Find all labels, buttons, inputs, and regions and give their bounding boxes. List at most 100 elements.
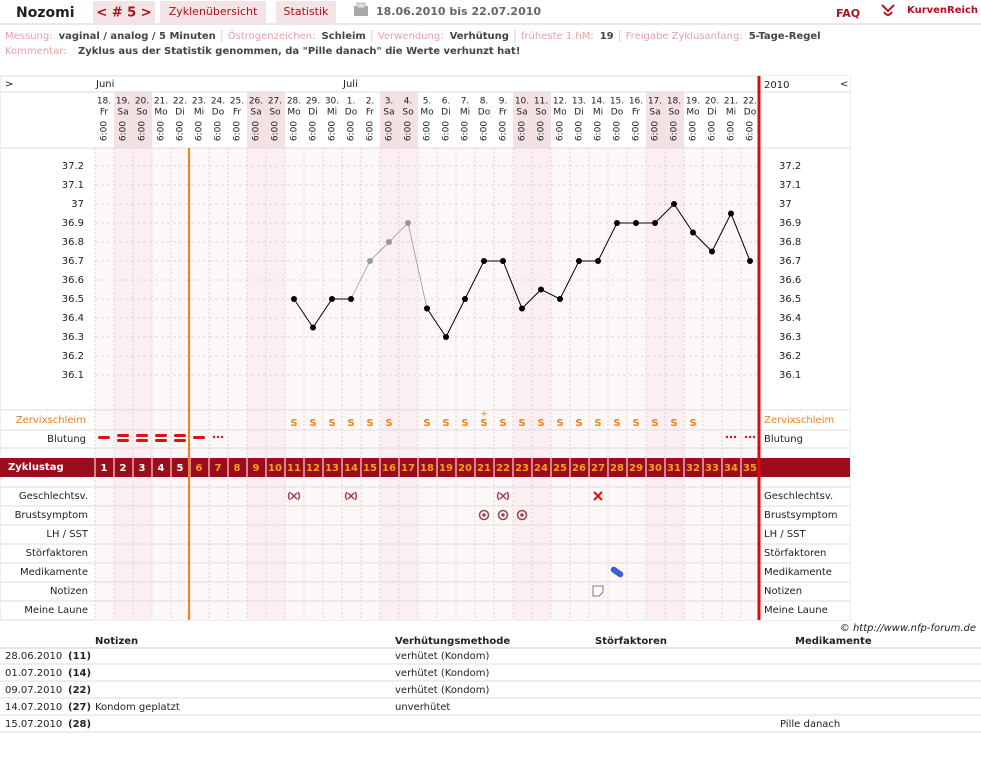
row-label: Meine Laune — [764, 605, 828, 616]
column — [361, 148, 380, 620]
y-tick-label: 36.5 — [62, 294, 84, 305]
table-header: Notizen — [95, 636, 138, 647]
y-tick-label: 37.2 — [62, 161, 84, 172]
cervix-mark: S — [518, 418, 525, 429]
cycle-day: 34 — [724, 463, 738, 474]
time: 6:00 — [404, 121, 414, 141]
weekday: Fr — [366, 108, 375, 118]
cycle-day: 25 — [553, 463, 567, 474]
column — [684, 148, 703, 620]
date: 9. — [499, 97, 508, 107]
time: 6:00 — [119, 121, 129, 141]
column-header — [684, 92, 703, 148]
row-label: Störfaktoren — [764, 548, 826, 559]
y-tick-label: 36.1 — [62, 370, 84, 381]
time: 6:00 — [347, 121, 357, 141]
weekday: Di — [707, 108, 716, 118]
info-value: vaginal / analog / 5 Minuten — [59, 31, 216, 42]
table-cell: 09.07.2010 — [5, 685, 62, 696]
y-tick-label: 37 — [779, 199, 792, 210]
row-label: Zervixschleim — [764, 415, 834, 426]
time: 6:00 — [442, 121, 452, 141]
weekday: Do — [744, 108, 757, 118]
column — [437, 148, 456, 620]
cervix-mark: S — [385, 418, 392, 429]
column — [190, 148, 209, 620]
column — [418, 148, 437, 620]
column-header — [570, 92, 589, 148]
weekday: Mi — [194, 108, 204, 118]
temperature-point — [747, 258, 753, 264]
column-header — [152, 92, 171, 148]
tab[interactable] — [160, 1, 266, 23]
cycle-nav[interactable] — [93, 1, 155, 23]
date: 11. — [534, 97, 548, 107]
column-header — [342, 92, 361, 148]
cervix-mark: S — [575, 418, 582, 429]
temperature-point — [538, 286, 544, 293]
date: 16. — [629, 97, 643, 107]
weekday: Do — [478, 108, 491, 118]
table-header: Medikamente — [795, 636, 872, 647]
column-header — [475, 92, 494, 148]
breast-symptom-marks — [478, 509, 528, 521]
weekday: Fr — [100, 108, 109, 118]
y-tick-label: 36.9 — [779, 218, 801, 229]
y-tick-label: 36.2 — [779, 351, 801, 362]
cycle-day-band — [0, 458, 850, 477]
date: 29. — [306, 97, 320, 107]
tab-label[interactable]: Zyklenübersicht — [169, 5, 258, 18]
weekday: Sa — [516, 108, 527, 118]
table-cell: 14.07.2010 — [5, 702, 62, 713]
print-icon[interactable] — [354, 2, 368, 16]
date: 6. — [442, 97, 451, 107]
tab[interactable] — [276, 1, 336, 23]
y-tick-label: 37 — [71, 199, 84, 210]
cervix-mark: S — [290, 418, 297, 429]
info-label: Östrogenzeichen: — [228, 29, 316, 42]
column — [342, 148, 361, 620]
time: 6:00 — [461, 121, 471, 141]
column-header — [437, 92, 456, 148]
row-label: Zervixschleim — [16, 415, 86, 426]
note-icon[interactable] — [592, 585, 604, 597]
medication-icon[interactable] — [610, 566, 625, 579]
cycle-day: 33 — [705, 463, 719, 474]
logo-text[interactable]: KurvenReich — [907, 5, 978, 16]
table-cell: 28.06.2010 — [5, 651, 62, 662]
weekday: So — [535, 108, 547, 118]
cycle-day: 13 — [325, 463, 339, 474]
cycle-day: 31 — [667, 463, 681, 474]
column — [741, 148, 760, 620]
nav-arrow[interactable]: > — [5, 79, 13, 90]
column — [380, 148, 399, 620]
intercourse-marks — [287, 491, 603, 501]
date: 26. — [249, 97, 263, 107]
date: 27. — [268, 97, 282, 107]
weekday: Di — [308, 108, 317, 118]
info-label: früheste 1.hM: — [521, 31, 594, 42]
tab-label[interactable]: Statistik — [284, 5, 330, 18]
info-value: Verhütung — [450, 31, 509, 42]
row-label: Blutung — [47, 434, 86, 445]
date: 30. — [325, 97, 339, 107]
weekday: Mi — [593, 108, 603, 118]
column — [266, 148, 285, 620]
date: 22. — [173, 97, 187, 107]
temperature-point — [405, 220, 411, 226]
nav-arrow[interactable]: < — [840, 79, 848, 90]
date: 20. — [705, 97, 719, 107]
column — [323, 148, 342, 620]
temperature-point — [310, 324, 316, 331]
row-label: Störfaktoren — [26, 548, 88, 559]
column — [456, 148, 475, 620]
cycle-label[interactable]: < # 5 > — [96, 6, 151, 21]
column — [722, 148, 741, 620]
y-tick-label: 36.3 — [62, 332, 84, 343]
row-label: Zyklustag — [8, 462, 64, 473]
date: 19. — [116, 97, 130, 107]
temperature-point — [633, 220, 639, 226]
faq-link[interactable]: FAQ — [836, 7, 860, 20]
cycle-day: 11 — [287, 463, 301, 474]
cervix-mark: S — [613, 418, 620, 429]
